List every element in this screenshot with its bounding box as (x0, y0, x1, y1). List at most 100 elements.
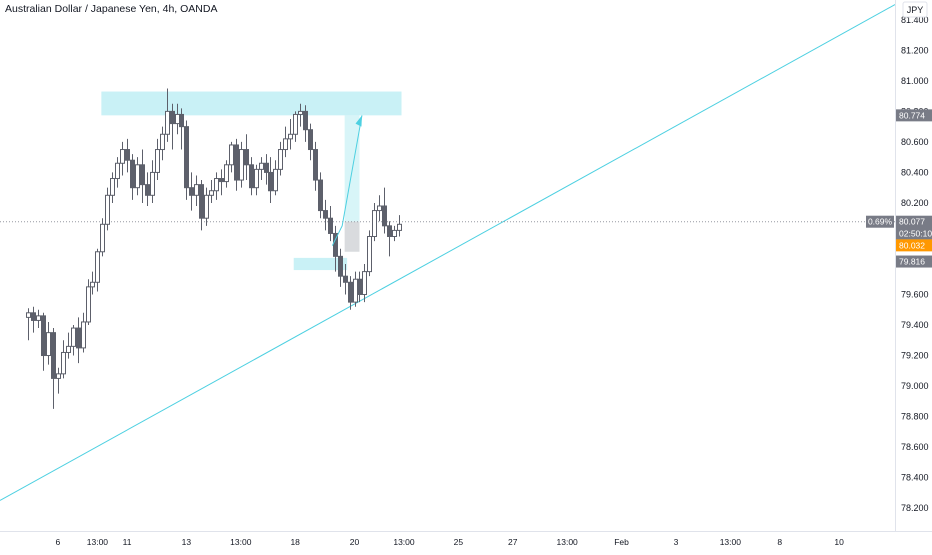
candle-body[interactable] (56, 373, 61, 379)
candle-body[interactable] (239, 149, 244, 181)
candle-body[interactable] (36, 315, 41, 321)
candle-body[interactable] (90, 281, 95, 288)
candle-body[interactable] (214, 178, 219, 192)
candle-body[interactable] (209, 190, 214, 196)
candle-body[interactable] (338, 255, 343, 277)
candle-body[interactable] (184, 126, 189, 189)
candle-body[interactable] (110, 178, 115, 196)
candle-body[interactable] (219, 178, 224, 183)
candle-body[interactable] (31, 312, 36, 321)
candle-body[interactable] (150, 171, 155, 196)
candle-body[interactable] (189, 187, 194, 196)
candle-body[interactable] (244, 149, 249, 166)
candle-body[interactable] (145, 184, 150, 196)
candle-body[interactable] (86, 286, 91, 323)
trendline[interactable] (0, 4, 896, 501)
candle-body[interactable] (170, 110, 175, 125)
currency-badge[interactable] (902, 1, 928, 18)
candle-body[interactable] (204, 194, 209, 219)
candle-body[interactable] (387, 225, 392, 238)
candle-body[interactable] (229, 144, 234, 166)
candle-body[interactable] (26, 312, 31, 318)
candle-body[interactable] (382, 205, 387, 227)
x-tick-label: 13:00 (720, 537, 742, 547)
candle-body[interactable] (179, 113, 184, 128)
candle-body[interactable] (323, 210, 328, 219)
candle-body[interactable] (165, 110, 170, 135)
candle-body[interactable] (66, 345, 71, 353)
candle-body[interactable] (367, 236, 372, 273)
resistance-zone[interactable] (101, 91, 402, 116)
candle-body[interactable] (71, 327, 76, 347)
candle-body[interactable] (234, 144, 239, 181)
candle-body[interactable] (41, 315, 46, 357)
x-tick-label: 25 (454, 537, 464, 547)
candle-body[interactable] (61, 351, 66, 375)
candle-body[interactable] (135, 164, 140, 189)
currency-badge-label: JPY (907, 5, 924, 15)
support-zone[interactable] (293, 257, 348, 271)
candle-body[interactable] (125, 149, 130, 161)
candle-body[interactable] (392, 229, 397, 238)
price-tag (896, 239, 932, 252)
candle-body[interactable] (105, 194, 110, 225)
candle-body[interactable] (51, 332, 56, 379)
price-tag (896, 215, 932, 228)
candle-body[interactable] (100, 223, 105, 253)
candle-body[interactable] (318, 179, 323, 212)
candle-body[interactable] (283, 138, 288, 151)
candle-body[interactable] (259, 162, 264, 170)
candle-body[interactable] (95, 251, 100, 283)
x-tick-label: 13 (182, 537, 192, 547)
candle-body[interactable] (268, 171, 273, 192)
candle-body[interactable] (313, 149, 318, 181)
candle-body[interactable] (130, 159, 135, 189)
price-tag (896, 255, 932, 268)
candle-body[interactable] (377, 205, 382, 212)
candle-body[interactable] (278, 149, 283, 170)
candle-body[interactable] (308, 129, 313, 151)
candle-body[interactable] (298, 110, 303, 115)
x-tick-label: 13:00 (87, 537, 109, 547)
y-tick-label: 78.600 (901, 442, 929, 452)
candle-body[interactable] (397, 223, 402, 231)
candle-body[interactable] (328, 217, 333, 234)
price-tag-label: 80.774 (899, 110, 925, 120)
candle-body[interactable] (362, 271, 367, 295)
candle-body[interactable] (160, 133, 165, 151)
candle-body[interactable] (273, 168, 278, 192)
candle-body[interactable] (333, 232, 338, 257)
candle-body[interactable] (249, 164, 254, 189)
projection-arrowhead (355, 115, 362, 127)
x-tick-label: 20 (350, 537, 360, 547)
y-tick-label: 80.600 (901, 137, 929, 147)
x-tick-label: 6 (55, 537, 60, 547)
candle-body[interactable] (140, 164, 145, 186)
candle-body[interactable] (46, 332, 51, 357)
projection-stop-box[interactable] (344, 221, 360, 252)
candle-body[interactable] (288, 133, 293, 140)
candle-body[interactable] (224, 164, 229, 183)
candle-body[interactable] (199, 184, 204, 219)
candle-body[interactable] (293, 113, 298, 135)
candle-body[interactable] (81, 321, 86, 349)
candle-body[interactable] (120, 149, 125, 164)
candle-body[interactable] (264, 162, 269, 173)
candle-body[interactable] (155, 149, 160, 173)
candle-body[interactable] (343, 275, 348, 283)
candle-body[interactable] (348, 281, 353, 303)
candle-body[interactable] (254, 168, 259, 189)
candle-body[interactable] (303, 110, 308, 131)
projection-arrow[interactable] (331, 115, 363, 246)
candle-body[interactable] (175, 113, 180, 125)
candle-body[interactable] (372, 210, 377, 238)
candle-body[interactable] (353, 278, 358, 303)
pct-change-badge (866, 215, 894, 228)
candle-body[interactable] (76, 327, 81, 349)
candle-body[interactable] (357, 278, 362, 295)
y-tick-label: 81.400 (901, 15, 929, 25)
candle-body[interactable] (194, 184, 199, 196)
candle-body[interactable] (115, 162, 120, 180)
